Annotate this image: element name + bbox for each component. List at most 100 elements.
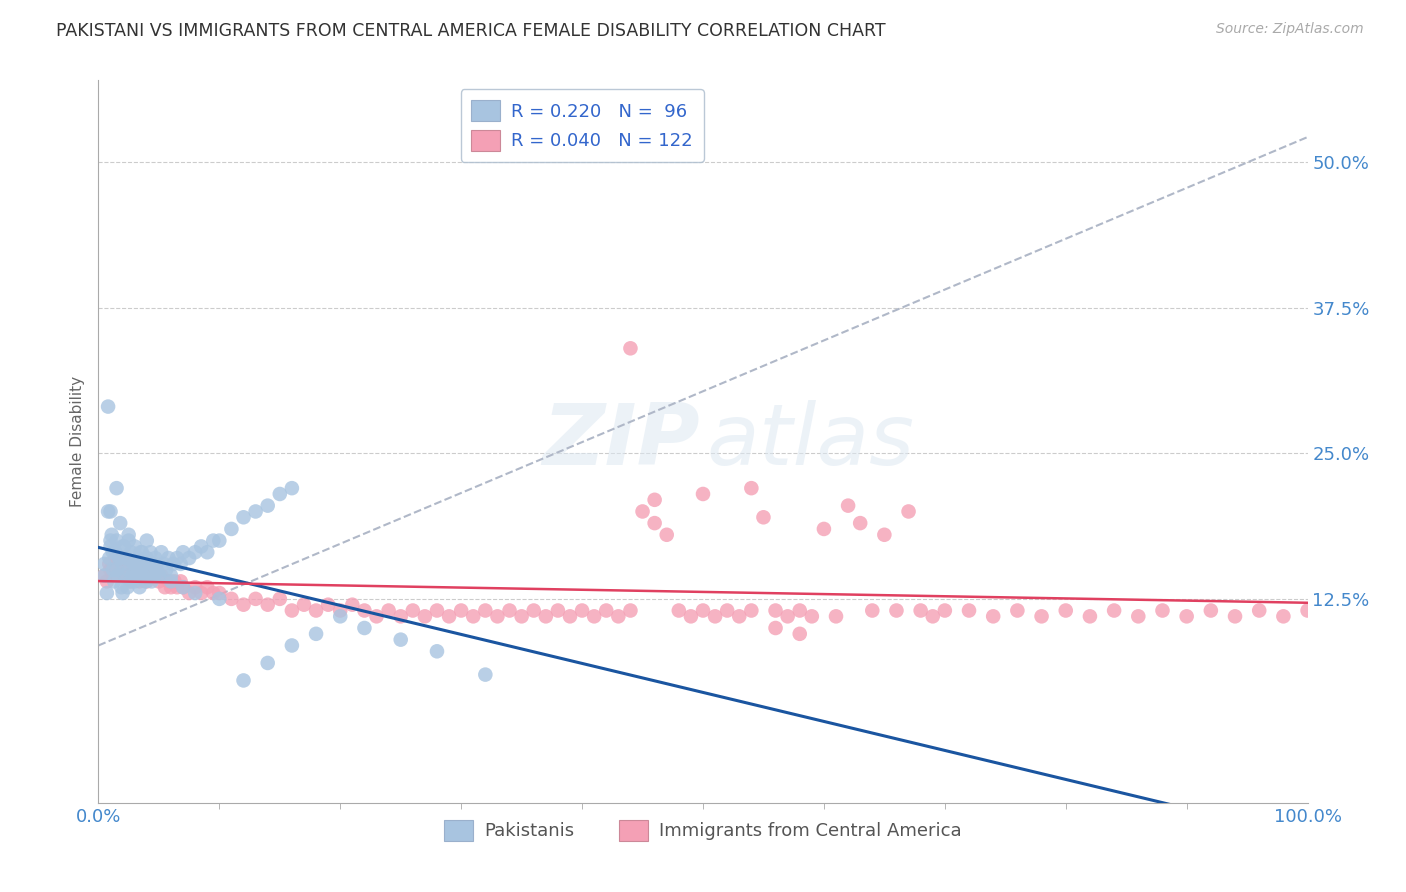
Point bbox=[281, 481, 304, 495]
Point bbox=[129, 545, 152, 559]
Point bbox=[93, 557, 115, 571]
Point bbox=[886, 603, 908, 617]
Point bbox=[117, 580, 139, 594]
Point bbox=[128, 574, 150, 589]
Point bbox=[510, 609, 533, 624]
Point bbox=[124, 568, 146, 582]
Point bbox=[101, 568, 124, 582]
Point bbox=[221, 591, 243, 606]
Point bbox=[474, 667, 496, 681]
Point bbox=[389, 632, 412, 647]
Point bbox=[558, 609, 581, 624]
Point bbox=[157, 574, 180, 589]
Point bbox=[111, 586, 134, 600]
Point bbox=[96, 574, 118, 589]
Point bbox=[120, 545, 142, 559]
Point bbox=[1128, 609, 1150, 624]
Point bbox=[122, 557, 145, 571]
Point bbox=[486, 609, 509, 624]
Point bbox=[957, 603, 980, 617]
Point bbox=[169, 557, 191, 571]
Point bbox=[124, 574, 146, 589]
Point bbox=[107, 568, 129, 582]
Point bbox=[921, 609, 943, 624]
Text: PAKISTANI VS IMMIGRANTS FROM CENTRAL AMERICA FEMALE DISABILITY CORRELATION CHART: PAKISTANI VS IMMIGRANTS FROM CENTRAL AME… bbox=[56, 22, 886, 40]
Point bbox=[141, 574, 163, 589]
Point bbox=[124, 557, 146, 571]
Point bbox=[179, 586, 201, 600]
Point bbox=[148, 568, 170, 582]
Point bbox=[269, 591, 291, 606]
Point bbox=[789, 603, 811, 617]
Point bbox=[1249, 603, 1271, 617]
Point bbox=[342, 598, 364, 612]
Point bbox=[142, 557, 165, 571]
Point bbox=[873, 528, 896, 542]
Point bbox=[120, 574, 142, 589]
Point bbox=[135, 551, 157, 566]
Point bbox=[108, 516, 131, 530]
Point bbox=[136, 568, 159, 582]
Point bbox=[232, 673, 254, 688]
Point bbox=[150, 568, 173, 582]
Text: ZIP: ZIP bbox=[541, 400, 699, 483]
Point bbox=[692, 603, 714, 617]
Point bbox=[97, 504, 120, 518]
Point bbox=[765, 621, 787, 635]
Point bbox=[118, 528, 141, 542]
Point bbox=[157, 551, 180, 566]
Legend: Pakistanis, Immigrants from Central America: Pakistanis, Immigrants from Central Amer… bbox=[437, 813, 969, 848]
Point bbox=[232, 598, 254, 612]
Point bbox=[142, 568, 165, 582]
Point bbox=[169, 574, 191, 589]
Point bbox=[195, 580, 218, 594]
Point bbox=[127, 563, 149, 577]
Point bbox=[100, 504, 122, 518]
Point bbox=[1175, 609, 1198, 624]
Point bbox=[117, 568, 139, 582]
Point bbox=[184, 586, 207, 600]
Point bbox=[111, 540, 134, 554]
Point bbox=[329, 609, 352, 624]
Point bbox=[849, 516, 872, 530]
Point bbox=[98, 557, 121, 571]
Point bbox=[127, 551, 149, 566]
Point bbox=[155, 563, 177, 577]
Point bbox=[132, 568, 155, 582]
Point bbox=[163, 574, 186, 589]
Point bbox=[981, 609, 1004, 624]
Point bbox=[184, 580, 207, 594]
Point bbox=[114, 557, 136, 571]
Point bbox=[105, 557, 128, 571]
Point bbox=[172, 580, 194, 594]
Point bbox=[316, 598, 339, 612]
Point bbox=[1054, 603, 1077, 617]
Point bbox=[195, 545, 218, 559]
Point bbox=[1078, 609, 1101, 624]
Point bbox=[413, 609, 436, 624]
Point bbox=[108, 551, 131, 566]
Point bbox=[143, 551, 166, 566]
Point bbox=[740, 603, 762, 617]
Point bbox=[837, 499, 859, 513]
Point bbox=[111, 568, 134, 582]
Point bbox=[679, 609, 702, 624]
Point bbox=[124, 540, 146, 554]
Point bbox=[292, 598, 315, 612]
Point bbox=[104, 551, 127, 566]
Point bbox=[305, 627, 328, 641]
Point bbox=[131, 545, 153, 559]
Point bbox=[98, 551, 121, 566]
Point bbox=[692, 487, 714, 501]
Point bbox=[245, 504, 267, 518]
Point bbox=[118, 563, 141, 577]
Point bbox=[353, 603, 375, 617]
Point bbox=[93, 568, 115, 582]
Point bbox=[105, 481, 128, 495]
Point bbox=[160, 568, 183, 582]
Point bbox=[97, 400, 120, 414]
Point bbox=[752, 510, 775, 524]
Point bbox=[160, 574, 183, 589]
Point bbox=[208, 586, 231, 600]
Point bbox=[825, 609, 848, 624]
